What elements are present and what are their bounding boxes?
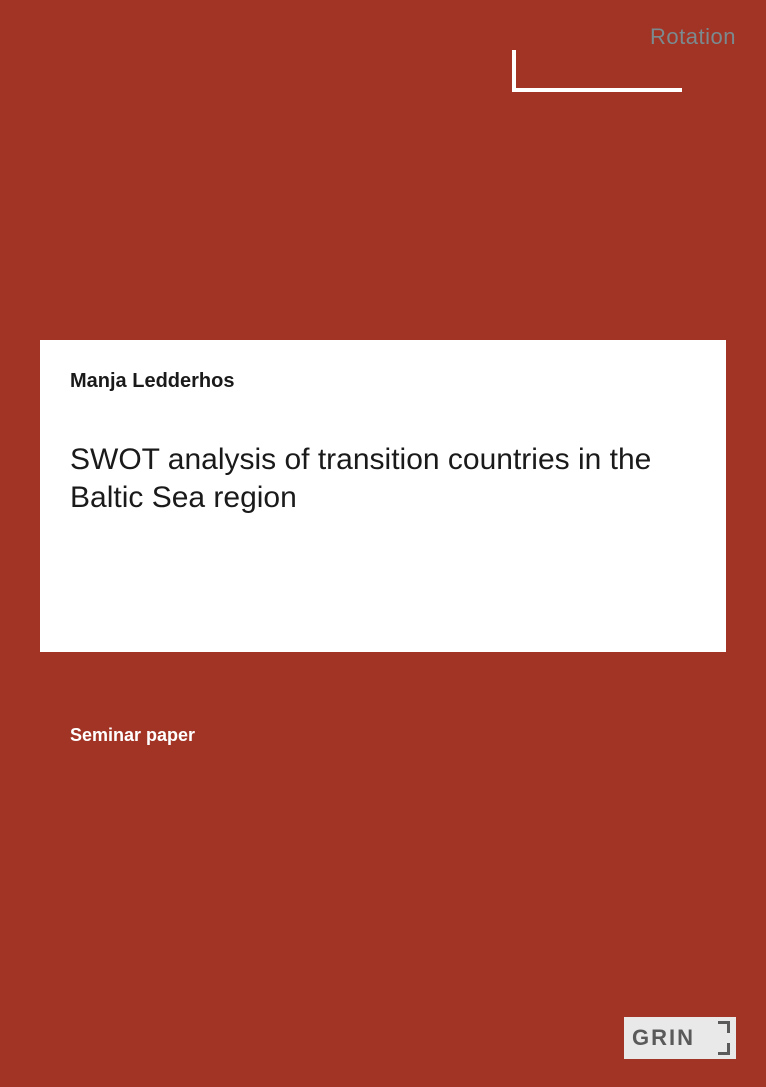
author-name: Manja Ledderhos	[70, 370, 696, 393]
publisher-logo: GRIN	[624, 1017, 736, 1059]
document-type: Seminar paper	[70, 725, 195, 746]
notch-cutout	[512, 50, 682, 92]
book-title: SWOT analysis of transition countries in…	[70, 441, 696, 518]
series-label: Rotation	[650, 24, 736, 50]
corner-mark-icon	[718, 1021, 730, 1033]
corner-mark-icon	[718, 1043, 730, 1055]
book-cover: Rotation Manja Ledderhos SWOT analysis o…	[0, 0, 766, 1087]
logo-corner-marks	[704, 1021, 730, 1055]
publisher-name: GRIN	[632, 1025, 695, 1051]
title-panel: Manja Ledderhos SWOT analysis of transit…	[40, 340, 726, 652]
